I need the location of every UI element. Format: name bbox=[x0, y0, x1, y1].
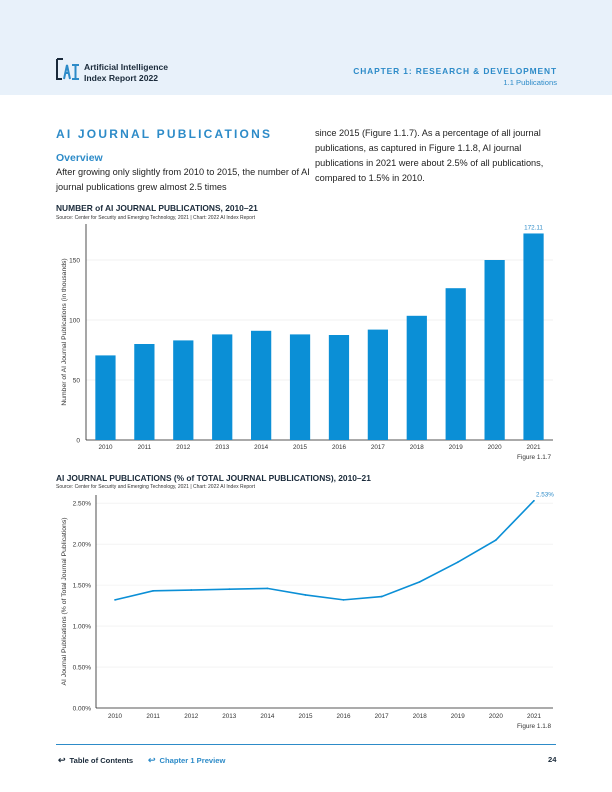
body-paragraph-right: since 2015 (Figure 1.1.7). As a percenta… bbox=[315, 128, 544, 183]
data-point bbox=[304, 594, 307, 596]
x-tick-label: 2019 bbox=[449, 444, 464, 451]
x-tick-label: 2016 bbox=[332, 444, 347, 451]
series-line bbox=[114, 500, 535, 601]
report-name: Artificial Intelligence Index Report 202… bbox=[84, 62, 169, 83]
x-tick-label: 2016 bbox=[337, 713, 352, 720]
data-point bbox=[266, 587, 269, 590]
y-tick-label: 1.00% bbox=[73, 624, 92, 631]
data-point bbox=[152, 589, 155, 592]
x-tick-label: 2015 bbox=[298, 713, 313, 720]
x-tick-label: 2012 bbox=[184, 713, 199, 720]
y-tick-label: 2.50% bbox=[73, 501, 92, 508]
return-arrow-icon: ↩ bbox=[58, 755, 66, 765]
x-tick-label: 2011 bbox=[146, 713, 160, 720]
y-tick-label: 50 bbox=[73, 378, 81, 385]
line-chart-source: Source: Center for Security and Emerging… bbox=[56, 484, 256, 490]
x-tick-label: 2014 bbox=[260, 713, 275, 720]
y-tick-label: 150 bbox=[69, 258, 80, 265]
section-title: AI JOURNAL PUBLICATIONS bbox=[56, 127, 273, 141]
data-label: 172.11 bbox=[524, 224, 543, 231]
bar bbox=[445, 288, 466, 440]
x-tick-label: 2011 bbox=[138, 444, 152, 451]
data-point bbox=[494, 539, 497, 541]
x-tick-label: 2021 bbox=[527, 713, 542, 720]
bar-chart-source: Source: Center for Security and Emerging… bbox=[56, 215, 256, 221]
bar-chart-title: NUMBER of AI JOURNAL PUBLICATIONS, 2010–… bbox=[56, 203, 258, 213]
x-tick-label: 2018 bbox=[410, 444, 425, 451]
bar bbox=[328, 335, 350, 440]
x-tick-label: 2014 bbox=[254, 444, 269, 451]
x-tick-label: 2010 bbox=[108, 713, 123, 720]
x-tick-label: 2017 bbox=[371, 444, 386, 451]
figure-label-2: Figure 1.1.8 bbox=[517, 723, 552, 730]
x-tick-label: 2012 bbox=[176, 444, 191, 451]
bar bbox=[95, 355, 116, 440]
bar bbox=[251, 330, 272, 440]
y-tick-label: 2.00% bbox=[73, 542, 92, 549]
data-point bbox=[228, 588, 231, 591]
ai-index-logo bbox=[56, 58, 79, 80]
data-label: 2.53% bbox=[536, 492, 554, 499]
y-axis-label: AI Journal Publications (% of Total Jour… bbox=[61, 518, 68, 686]
x-tick-label: 2017 bbox=[375, 713, 390, 720]
overview-heading: Overview bbox=[56, 152, 103, 164]
bar bbox=[367, 329, 388, 440]
x-tick-label: 2019 bbox=[451, 713, 466, 720]
table-of-contents-link[interactable]: ↩ Table of Contents bbox=[58, 755, 134, 765]
body-paragraph-left: After growing only slightly from 2010 to… bbox=[56, 167, 310, 192]
bar bbox=[523, 233, 544, 440]
x-tick-label: 2021 bbox=[527, 444, 542, 451]
chapter-preview-link[interactable]: ↩ Chapter 1 Preview bbox=[148, 755, 226, 765]
return-arrow-icon: ↩ bbox=[148, 755, 156, 765]
x-tick-label: 2018 bbox=[413, 713, 428, 720]
bar bbox=[406, 315, 427, 440]
x-tick-label: 2015 bbox=[293, 444, 308, 451]
bar bbox=[289, 334, 311, 440]
bar bbox=[212, 334, 233, 440]
line-chart-title: AI JOURNAL PUBLICATIONS (% of TOTAL JOUR… bbox=[56, 473, 371, 483]
page-header: Artificial Intelligence Index Report 202… bbox=[0, 0, 612, 95]
bar bbox=[134, 344, 155, 440]
chapter-title: CHAPTER 1: RESEARCH & DEVELOPMENT bbox=[353, 66, 557, 76]
subsection-title: 1.1 Publications bbox=[503, 78, 557, 87]
figure-label-1: Figure 1.1.7 bbox=[517, 454, 552, 461]
data-point bbox=[533, 499, 535, 502]
x-tick-label: 2020 bbox=[489, 713, 504, 720]
x-tick-label: 2013 bbox=[215, 444, 230, 451]
footer-divider bbox=[56, 744, 556, 745]
y-tick-label: 0 bbox=[76, 438, 80, 445]
y-tick-label: 0.50% bbox=[73, 665, 92, 672]
data-point bbox=[114, 598, 116, 601]
bar bbox=[484, 260, 505, 440]
x-tick-label: 2020 bbox=[488, 444, 503, 451]
data-point bbox=[456, 561, 459, 564]
y-axis-label: Number of AI Journal Publications (in th… bbox=[61, 258, 68, 405]
page-number: 24 bbox=[548, 755, 557, 764]
y-tick-label: 0.00% bbox=[73, 706, 92, 713]
y-tick-label: 100 bbox=[69, 318, 80, 325]
data-point bbox=[342, 598, 345, 601]
x-tick-label: 2013 bbox=[222, 713, 237, 720]
bar bbox=[173, 340, 194, 440]
x-tick-label: 2010 bbox=[98, 444, 113, 451]
chapter-heading: CHAPTER 1: RESEARCH & DEVELOPMENT 1.1 Pu… bbox=[353, 66, 557, 87]
y-tick-label: 1.50% bbox=[73, 583, 92, 590]
data-point bbox=[380, 595, 383, 598]
data-point bbox=[190, 589, 193, 591]
data-point bbox=[418, 580, 421, 583]
